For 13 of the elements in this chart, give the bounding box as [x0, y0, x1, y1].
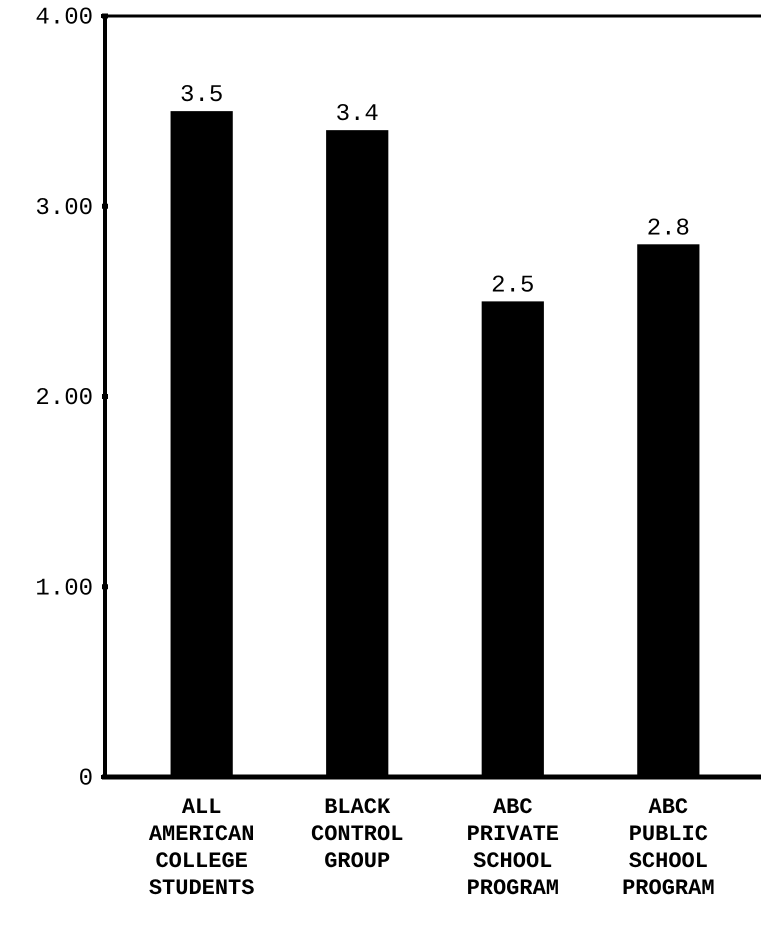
- x-tick-label: BLACK CONTROL GROUP: [311, 795, 404, 874]
- data-label: 2.8: [646, 215, 690, 242]
- x-tick-label: ABC PUBLIC SCHOOL PROGRAM: [622, 795, 715, 901]
- y-tick-label: 3.00: [35, 194, 93, 222]
- y-tick-label: 4.00: [35, 4, 93, 32]
- data-label: 3.4: [336, 101, 379, 128]
- y-tick-label: 0: [78, 766, 93, 793]
- y-tick-label: 1.00: [35, 575, 93, 602]
- x-tick-label: ALL AMERICAN COLLEGE STUDENTS: [148, 795, 254, 901]
- y-tick-label: 2.00: [35, 385, 93, 412]
- data-label: 2.5: [491, 272, 534, 300]
- x-tick-label: ABC PRIVATE SCHOOL PROGRAM: [466, 795, 559, 901]
- data-label: 3.5: [180, 82, 224, 110]
